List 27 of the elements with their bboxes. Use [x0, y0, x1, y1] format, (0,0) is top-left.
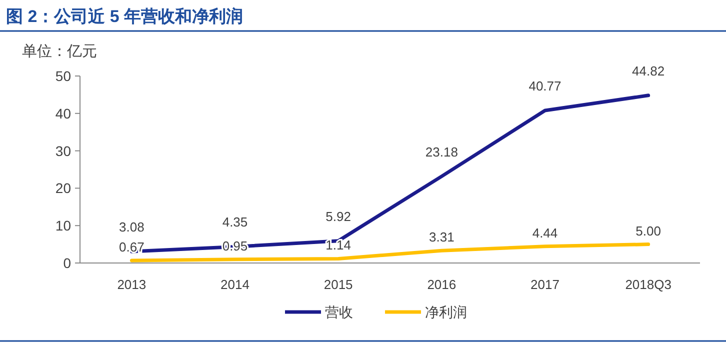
- y-tick-label: 30: [55, 142, 72, 159]
- data-label: 5.00: [636, 223, 661, 238]
- data-label: 44.82: [632, 63, 665, 78]
- data-label: 4.35: [222, 214, 248, 230]
- data-label: 4.44: [532, 225, 558, 240]
- x-tick-label: 2014: [220, 277, 250, 292]
- y-tick-label: 40: [55, 105, 72, 122]
- chart-title: 图 2：公司近 5 年营收和净利润: [6, 7, 244, 26]
- legend-label: 净利润: [425, 304, 467, 320]
- data-label: 5.92: [326, 208, 351, 224]
- data-label: 40.77: [528, 78, 562, 94]
- y-tick-label: 50: [55, 68, 72, 84]
- data-label: 23.18: [425, 144, 458, 160]
- data-label: 1.14: [326, 238, 351, 253]
- y-tick-label: 20: [55, 180, 72, 196]
- x-tick-label: 2013: [117, 277, 146, 292]
- y-tick-label: 0: [63, 255, 72, 271]
- x-tick-label: 2016: [427, 277, 456, 292]
- x-tick-label: 2018Q3: [625, 277, 672, 292]
- data-label: 3.31: [429, 230, 454, 245]
- x-tick-label: 2017: [530, 277, 560, 292]
- x-tick-label: 2015: [324, 277, 353, 292]
- legend-label: 营收: [325, 304, 353, 320]
- y-tick-label: 10: [55, 218, 72, 234]
- y-axis-title: 单位：亿元: [22, 43, 97, 60]
- data-label: 0.67: [119, 239, 144, 254]
- data-label: 3.08: [119, 219, 144, 234]
